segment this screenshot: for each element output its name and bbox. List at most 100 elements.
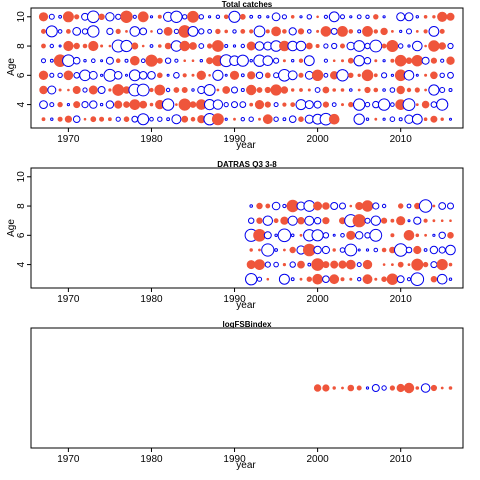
bubble-point <box>66 28 71 34</box>
bubble-point <box>158 44 162 48</box>
bubble-point <box>125 29 128 33</box>
bubble-point <box>73 101 81 109</box>
bubble-point <box>415 73 419 77</box>
bubble-point <box>49 58 54 63</box>
panel-title: logFSBindex <box>223 320 272 329</box>
bubble-point <box>147 71 156 80</box>
bubble-point <box>289 246 296 254</box>
x-tick-label: 1980 <box>140 134 163 145</box>
bubble-point <box>347 57 354 64</box>
bubble-point <box>63 40 74 52</box>
bubble-point <box>253 229 266 242</box>
bubble-point <box>273 102 279 108</box>
bubble-point <box>262 215 273 226</box>
bubble-point <box>322 232 330 239</box>
bubble-point <box>349 277 353 281</box>
panel-3: logFSBindex 1970 1980 1990 2000 2010 year <box>30 320 464 471</box>
bubble-point <box>67 88 70 92</box>
bubble-point <box>407 219 411 223</box>
bubble-point <box>282 248 286 252</box>
bubble-point <box>274 233 278 238</box>
bubble-point <box>339 43 345 49</box>
bubble-point <box>149 44 154 48</box>
bubble-point <box>161 98 175 111</box>
bubble-point <box>173 87 180 93</box>
bubble-point <box>438 42 447 50</box>
bubble-point <box>240 28 246 34</box>
bubble-point <box>415 29 419 33</box>
bubble-point <box>106 27 114 35</box>
bubble-point <box>396 85 405 95</box>
bubble-point <box>330 260 339 269</box>
bubble-point <box>396 275 405 284</box>
bubble-point <box>129 26 141 37</box>
bubble-point <box>398 43 404 49</box>
bubble-point <box>348 101 354 108</box>
bubble-point <box>438 202 447 210</box>
bubble-point <box>215 14 221 19</box>
bubble-point <box>170 10 183 23</box>
bubble-point <box>139 100 148 109</box>
bubble-point <box>381 247 387 253</box>
bubble-point <box>322 384 330 392</box>
bubble-point <box>439 28 445 34</box>
bubble-point <box>211 40 224 52</box>
bubble-point <box>405 246 413 254</box>
bubble-point <box>198 28 205 35</box>
bubble-point <box>374 277 378 281</box>
bubble-point <box>156 28 163 35</box>
bubble-point <box>248 217 255 224</box>
bubble-point <box>128 69 141 82</box>
bubble-point <box>183 59 186 63</box>
bubble-point <box>340 59 344 63</box>
bubble-point <box>280 86 289 94</box>
bubble-point <box>305 42 313 50</box>
bubble-point <box>156 57 163 64</box>
bubble-point <box>432 204 436 208</box>
x-tick-label: 1990 <box>223 134 246 145</box>
bubble-point <box>411 258 424 271</box>
bubble-point <box>357 248 361 252</box>
bubble-series <box>313 382 453 394</box>
bubble-point <box>382 59 386 63</box>
bubble-point <box>190 116 196 122</box>
bubble-point <box>304 114 314 124</box>
bubble-point <box>432 233 436 237</box>
bubble-point <box>316 29 320 33</box>
bubble-point <box>271 201 281 211</box>
bubble-point <box>403 382 415 394</box>
bubble-point <box>339 202 346 210</box>
bubble-point <box>382 117 386 121</box>
bubble-point <box>264 72 271 79</box>
bubble-point <box>141 44 145 48</box>
bubble-point <box>436 98 449 111</box>
bubble-point <box>83 59 87 63</box>
bubble-point <box>406 203 412 209</box>
bubble-point <box>207 43 213 49</box>
bubble-point <box>224 73 228 77</box>
bubble-point <box>98 13 105 20</box>
bubble-point <box>249 29 254 34</box>
bubble-point <box>39 100 48 109</box>
bubble-point <box>332 386 336 390</box>
bubble-point <box>381 43 387 49</box>
bubble-point <box>207 29 213 34</box>
bubble-point <box>430 384 438 392</box>
bubble-point <box>255 71 264 80</box>
bubble-point <box>357 88 361 92</box>
bubble-point <box>430 57 438 64</box>
bubble-point <box>349 15 353 19</box>
bubble-point <box>258 248 261 252</box>
bubble-point <box>236 54 249 67</box>
bubble-point <box>424 73 428 77</box>
bubble-point <box>349 88 353 92</box>
bubble-point <box>115 13 122 20</box>
bubble-point <box>355 202 364 211</box>
bubble-point <box>191 73 195 77</box>
bubble-point <box>365 117 370 121</box>
bubble-point <box>280 216 289 225</box>
bubble-point <box>398 117 403 122</box>
bubble-point <box>291 88 295 92</box>
bubble-point <box>38 12 49 22</box>
